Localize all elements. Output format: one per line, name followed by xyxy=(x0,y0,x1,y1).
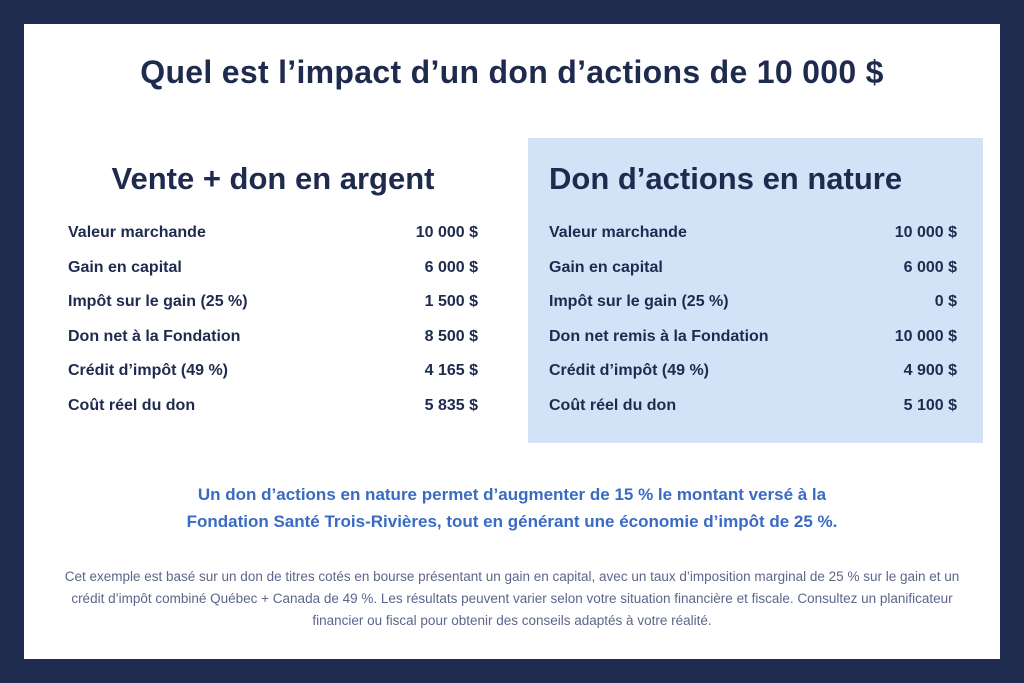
row-label: Don net à la Fondation xyxy=(68,327,241,345)
row-label: Impôt sur le gain (25 %) xyxy=(549,293,729,311)
table-row: Impôt sur le gain (25 %) 0 $ xyxy=(549,285,957,320)
table-row: Coût réel du don 5 100 $ xyxy=(549,389,957,424)
table-row: Gain en capital 6 000 $ xyxy=(68,251,478,286)
row-label: Coût réel du don xyxy=(68,396,196,414)
row-value: 1 500 $ xyxy=(424,293,478,311)
content-sheet: Quel est l’impact d’un don d’actions de … xyxy=(24,24,1000,659)
row-value: 0 $ xyxy=(934,293,957,311)
column-in-kind-stock-donation: Don d’actions en nature Valeur marchande… xyxy=(528,138,983,443)
table-row: Crédit d’impôt (49 %) 4 165 $ xyxy=(68,354,478,389)
column-heading-in-kind: Don d’actions en nature xyxy=(549,161,903,196)
table-row: Don net remis à la Fondation 10 000 $ xyxy=(549,320,957,355)
row-value: 4 165 $ xyxy=(424,362,478,380)
table-row: Impôt sur le gain (25 %) 1 500 $ xyxy=(68,285,478,320)
row-label: Coût réel du don xyxy=(549,396,677,414)
row-value: 5 835 $ xyxy=(424,396,478,414)
summary-callout: Un don d’actions en nature permet d’augm… xyxy=(24,481,1000,535)
row-value: 6 000 $ xyxy=(903,258,957,276)
row-value: 4 900 $ xyxy=(903,362,957,380)
row-value: 10 000 $ xyxy=(894,327,957,345)
page-title: Quel est l’impact d’un don d’actions de … xyxy=(140,54,884,90)
row-value: 10 000 $ xyxy=(415,224,478,242)
disclaimer-text: Cet exemple est basé sur un don de titre… xyxy=(24,566,1000,632)
row-label: Valeur marchande xyxy=(549,224,687,242)
column-sale-plus-cash-donation: Vente + don en argent Valeur marchande 1… xyxy=(68,138,478,423)
row-label: Impôt sur le gain (25 %) xyxy=(68,293,248,311)
table-row: Gain en capital 6 000 $ xyxy=(549,251,957,286)
table-left: Valeur marchande 10 000 $ Gain en capita… xyxy=(68,216,478,423)
row-value: 6 000 $ xyxy=(424,258,478,276)
table-row: Don net à la Fondation 8 500 $ xyxy=(68,320,478,355)
row-value: 5 100 $ xyxy=(903,396,957,414)
disclaimer-line: Cet exemple est basé sur un don de titre… xyxy=(64,569,960,584)
table-row: Coût réel du don 5 835 $ xyxy=(68,389,478,424)
row-label: Crédit d’impôt (49 %) xyxy=(549,362,710,380)
row-label: Don net remis à la Fondation xyxy=(549,327,769,345)
summary-line: Un don d’actions en nature permet d’augm… xyxy=(197,485,827,504)
table-right: Valeur marchande 10 000 $ Gain en capita… xyxy=(528,216,983,423)
row-label: Gain en capital xyxy=(68,258,182,276)
table-row: Crédit d’impôt (49 %) 4 900 $ xyxy=(549,354,957,389)
row-label: Crédit d’impôt (49 %) xyxy=(68,362,229,380)
row-value: 10 000 $ xyxy=(894,224,957,242)
table-row: Valeur marchande 10 000 $ xyxy=(68,216,478,251)
row-label: Valeur marchande xyxy=(68,224,206,242)
column-heading-sale-plus-cash: Vente + don en argent xyxy=(111,161,435,196)
row-value: 8 500 $ xyxy=(424,327,478,345)
summary-line: Fondation Santé Trois-Rivières, tout en … xyxy=(186,512,838,531)
row-label: Gain en capital xyxy=(549,258,663,276)
table-row: Valeur marchande 10 000 $ xyxy=(549,216,957,251)
disclaimer-line: financier ou fiscal pour obtenir des con… xyxy=(312,613,712,628)
disclaimer-line: crédit d’impôt combiné Québec + Canada d… xyxy=(71,591,953,606)
